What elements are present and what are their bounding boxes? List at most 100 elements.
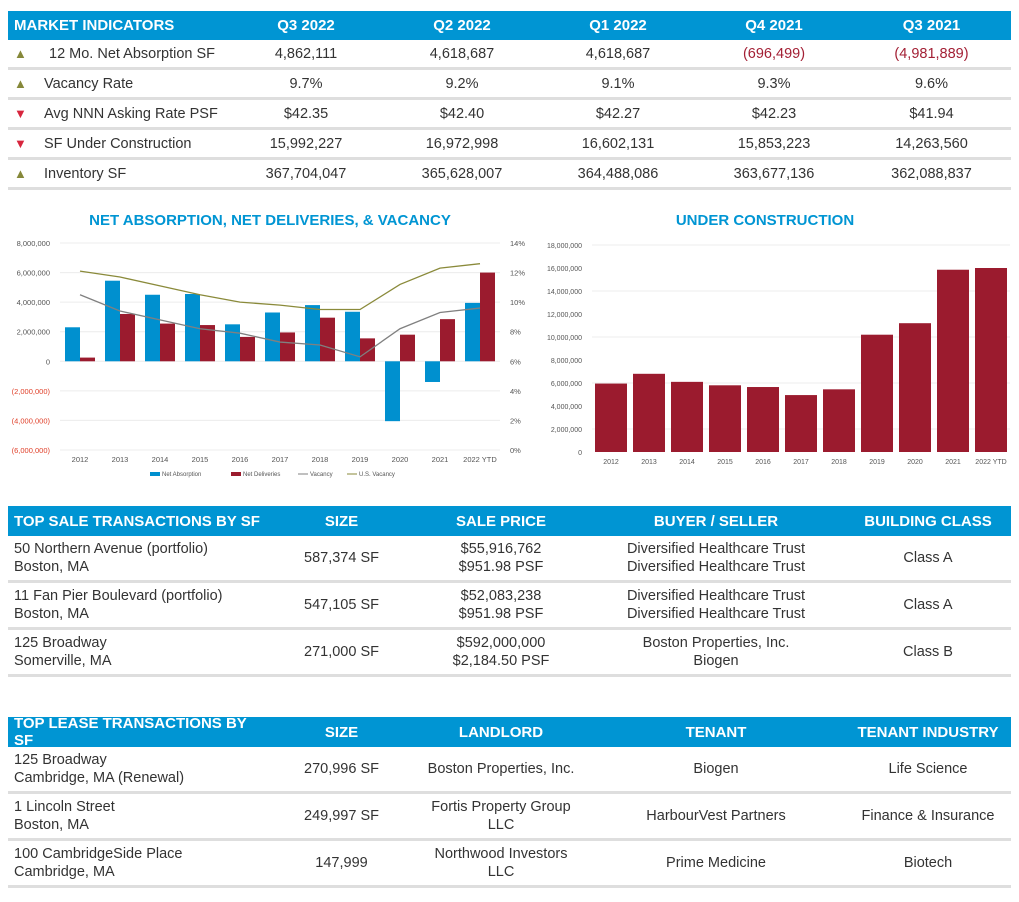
x-tick-label: 2014 bbox=[152, 455, 169, 464]
net-absorption-bar bbox=[145, 294, 160, 362]
header-q1-2022: Q1 2022 bbox=[589, 17, 647, 34]
sale-price: $55,916,762 bbox=[460, 541, 542, 557]
legend-us-vacancy: U.S. Vacancy bbox=[359, 472, 395, 478]
indicator-value: 9.2% bbox=[445, 75, 479, 92]
net-deliveries-bar bbox=[320, 317, 335, 362]
net-deliveries-bar bbox=[360, 338, 375, 362]
size-cell: 587,374 SF bbox=[304, 550, 379, 566]
indicator-value: $42.27 bbox=[595, 105, 641, 122]
price-psf: $951.98 PSF bbox=[458, 559, 544, 575]
lease-row: 1 Lincoln Street Boston, MA 249,997 SF Fort… bbox=[8, 794, 1011, 841]
x-tick-label: 2012 bbox=[72, 455, 89, 464]
tenant-cell: Biogen bbox=[693, 761, 739, 777]
landlord-name: Fortis Property Group bbox=[431, 799, 571, 815]
indicator-value: 16,602,131 bbox=[581, 135, 655, 152]
header-landlord: LANDLORD bbox=[458, 723, 544, 741]
header-market-indicators: MARKET INDICATORS bbox=[14, 17, 175, 34]
trend-up-icon: ▲ bbox=[14, 166, 27, 181]
net-absorption-bar bbox=[305, 305, 320, 362]
y-tick-label: 18,000,000 bbox=[547, 243, 582, 250]
us-vacancy-line bbox=[79, 263, 481, 311]
building-class-cell: Class A bbox=[903, 597, 953, 613]
indicator-value: 4,862,111 bbox=[274, 45, 338, 62]
buyer: Boston Properties, Inc. bbox=[642, 635, 790, 651]
property-address: 100 CambridgeSide Place bbox=[14, 846, 183, 862]
header-tenant: TENANT bbox=[685, 723, 747, 741]
indicator-label: Avg NNN Asking Rate PSF bbox=[44, 105, 218, 122]
indicator-label: Vacancy Rate bbox=[44, 75, 134, 92]
size-cell: 147,999 bbox=[315, 855, 368, 871]
indicator-value: 9.7% bbox=[289, 75, 323, 92]
y-right-tick-label: 10% bbox=[510, 298, 525, 307]
x-tick-label: 2014 bbox=[679, 459, 695, 466]
net-deliveries-bar bbox=[480, 272, 495, 362]
y-right-tick-label: 8% bbox=[510, 328, 521, 337]
sale-transactions-header: TOP SALE TRANSACTIONS BY SF SIZE SALE PR… bbox=[8, 506, 1011, 536]
under-construction-bar bbox=[861, 334, 893, 452]
x-tick-label: 2015 bbox=[192, 455, 209, 464]
y-right-tick-label: 2% bbox=[510, 416, 521, 425]
seller: Biogen bbox=[693, 653, 739, 669]
net-absorption-bar bbox=[425, 361, 440, 382]
sale-row: 125 Broadway Somerville, MA 271,000 SF $592… bbox=[8, 630, 1011, 677]
indicator-row: ▼ SF Under Construction 15,992,227 16,972,9… bbox=[8, 130, 1011, 160]
sale-price-cell: $52,083,238 $951.98 PSF bbox=[415, 587, 587, 623]
y-tick-label: 8,000,000 bbox=[551, 358, 582, 365]
y-right-tick-label: 0% bbox=[510, 446, 521, 455]
header-q3-2022: Q3 2022 bbox=[277, 17, 335, 34]
buyer-seller-cell: Diversified Healthcare Trust Diversified … bbox=[587, 540, 845, 576]
header-building-class: BUILDING CLASS bbox=[864, 512, 992, 530]
x-tick-label: 2016 bbox=[755, 459, 771, 466]
under-construction-bar bbox=[671, 381, 703, 452]
header-q2-2022: Q2 2022 bbox=[433, 17, 491, 34]
y-left-tick-label: (6,000,000) bbox=[12, 446, 51, 455]
net-deliveries-bar bbox=[240, 336, 255, 362]
under-construction-bar bbox=[633, 373, 665, 452]
indicator-value: 9.3% bbox=[757, 75, 791, 92]
y-tick-label: 14,000,000 bbox=[547, 289, 582, 296]
net-absorption-chart: 8,000,000 6,000,000 4,000,000 2,000,000 0 (2,… bbox=[12, 239, 526, 478]
property-city: Boston, MA bbox=[14, 606, 89, 622]
x-tick-label: 2017 bbox=[272, 455, 289, 464]
indicator-value: 9.6% bbox=[914, 75, 949, 92]
header-top-lease: TOP LEASE TRANSACTIONS BY SF bbox=[14, 715, 247, 749]
net-absorption-bar bbox=[385, 361, 400, 422]
chart-title-net-absorption: NET ABSORPTION, NET DELIVERIES, & VACANC… bbox=[89, 212, 451, 229]
chart-title-under-construction: UNDER CONSTRUCTION bbox=[675, 212, 855, 229]
size-cell: 547,105 SF bbox=[304, 597, 379, 613]
size-cell: 270,996 SF bbox=[304, 761, 379, 777]
x-tick-label: 2019 bbox=[352, 455, 369, 464]
property-cell: 50 Northern Avenue (portfolio) Boston, MA bbox=[8, 540, 268, 576]
net-absorption-bar bbox=[225, 324, 240, 362]
lease-transactions-header: TOP LEASE TRANSACTIONS BY SF SIZE LANDLO… bbox=[8, 715, 1011, 749]
y-tick-label: 12,000,000 bbox=[547, 312, 582, 319]
seller: Diversified Healthcare Trust bbox=[626, 559, 806, 575]
tenant-industry-cell: Biotech bbox=[903, 855, 953, 871]
header-q3-2021: Q3 2021 bbox=[902, 17, 961, 34]
indicator-label: Inventory SF bbox=[44, 165, 127, 182]
net-absorption-bar bbox=[345, 311, 360, 362]
lease-transactions-table: TOP LEASE TRANSACTIONS BY SF SIZE LANDLO… bbox=[8, 715, 1011, 888]
net-deliveries-bar bbox=[80, 357, 95, 362]
y-right-tick-label: 14% bbox=[510, 239, 525, 248]
property-city: Cambridge, MA (Renewal) bbox=[14, 770, 185, 786]
seller: Diversified Healthcare Trust bbox=[626, 606, 806, 622]
x-tick-label: 2021 bbox=[945, 459, 961, 466]
under-construction-bar bbox=[709, 385, 741, 452]
indicator-value: $42.40 bbox=[439, 105, 485, 122]
x-tick-label: 2012 bbox=[603, 459, 619, 466]
y-left-tick-label: 2,000,000 bbox=[17, 328, 50, 337]
legend-net-deliveries-swatch bbox=[231, 472, 241, 476]
lease-row: 100 CambridgeSide Place Cambridge, MA 147,… bbox=[8, 841, 1011, 888]
y-right-tick-label: 6% bbox=[510, 357, 521, 366]
x-tick-label: 2020 bbox=[392, 455, 409, 464]
under-construction-bar bbox=[975, 268, 1007, 452]
indicator-value: $41.94 bbox=[909, 105, 954, 122]
legend-net-absorption: Net Absorption bbox=[162, 472, 201, 478]
trend-up-icon: ▲ bbox=[14, 76, 27, 91]
y-left-tick-label: (2,000,000) bbox=[12, 387, 51, 396]
trend-down-icon: ▼ bbox=[14, 106, 27, 121]
under-construction-bar bbox=[937, 269, 969, 452]
legend-net-absorption-swatch bbox=[150, 472, 160, 476]
landlord-cell: Northwood Investors LLC bbox=[415, 845, 587, 881]
